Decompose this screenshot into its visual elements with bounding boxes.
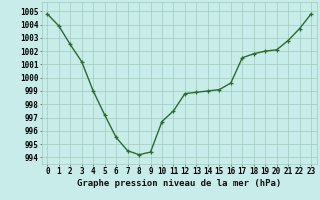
X-axis label: Graphe pression niveau de la mer (hPa): Graphe pression niveau de la mer (hPa)	[77, 179, 281, 188]
